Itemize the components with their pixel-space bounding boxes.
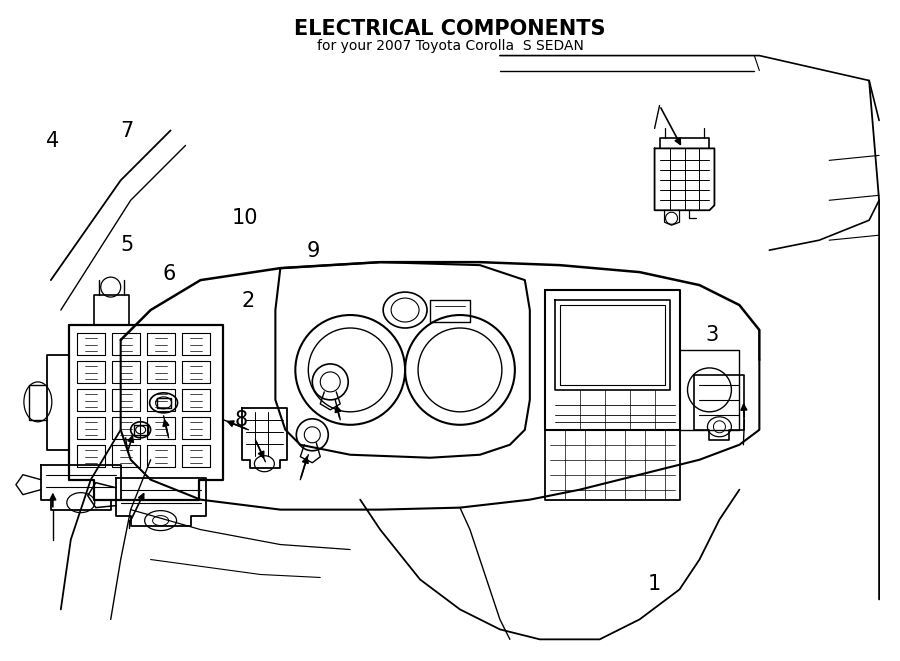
Text: ELECTRICAL COMPONENTS: ELECTRICAL COMPONENTS <box>294 19 606 38</box>
Text: 4: 4 <box>46 131 58 151</box>
Text: 5: 5 <box>120 235 133 254</box>
Text: 10: 10 <box>232 208 258 228</box>
Text: 6: 6 <box>162 264 176 284</box>
Text: 9: 9 <box>307 241 320 261</box>
Text: 1: 1 <box>648 574 662 594</box>
Text: 3: 3 <box>706 325 719 345</box>
Text: for your 2007 Toyota Corolla  S SEDAN: for your 2007 Toyota Corolla S SEDAN <box>317 38 583 53</box>
Text: 2: 2 <box>241 291 255 311</box>
Text: 7: 7 <box>120 122 133 141</box>
Text: 8: 8 <box>234 410 248 430</box>
